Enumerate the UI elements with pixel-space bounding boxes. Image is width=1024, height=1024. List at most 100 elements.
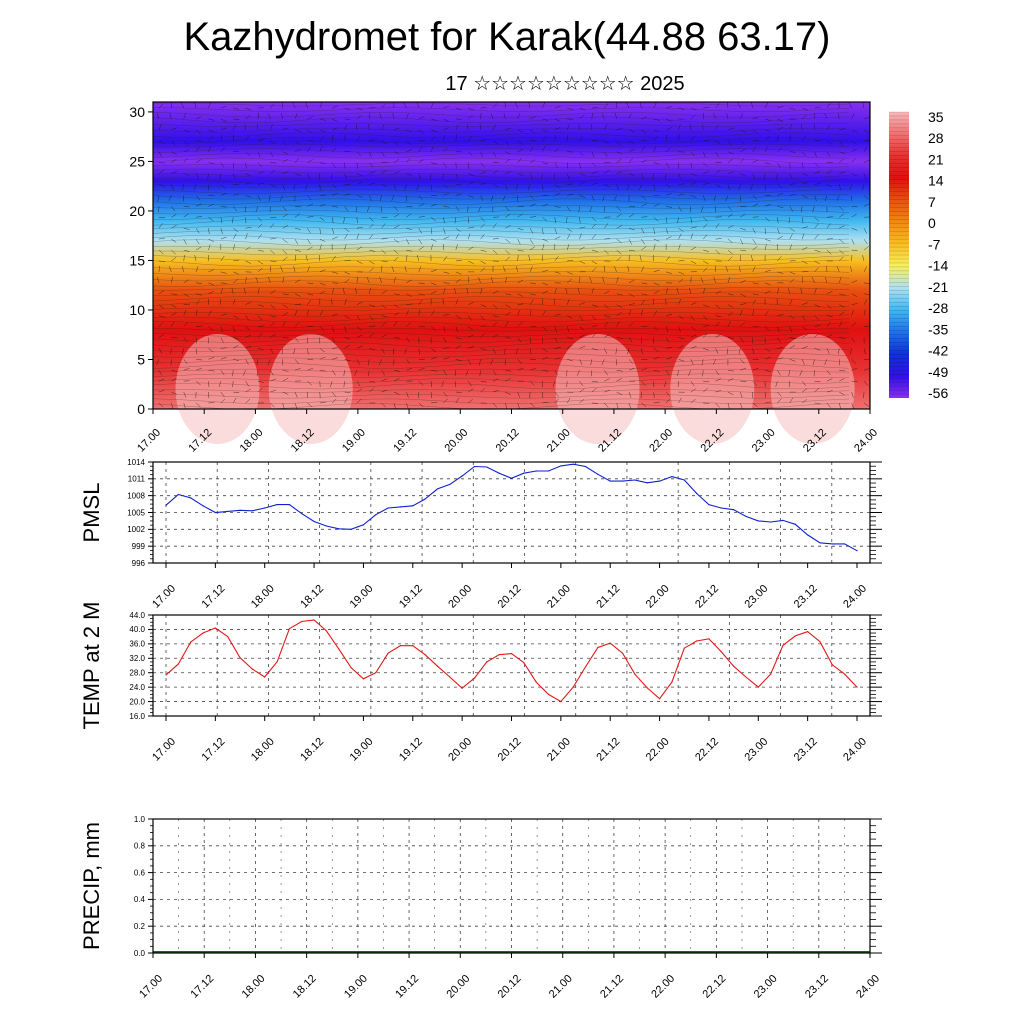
wind-barb	[492, 378, 499, 382]
x-tick-label: 18.12	[298, 736, 326, 764]
wind-barb	[678, 299, 682, 305]
wind-barb	[862, 255, 865, 262]
wind-barb	[245, 135, 250, 141]
wind-barb	[604, 249, 609, 255]
x-tick-label: 18.00	[249, 583, 277, 611]
wind-barb	[591, 107, 598, 109]
data-point	[498, 654, 500, 656]
wind-barb	[356, 115, 362, 120]
wind-barb	[529, 293, 536, 296]
wind-barb	[183, 337, 188, 343]
data-point	[819, 641, 821, 643]
wind-barb	[752, 159, 759, 163]
wind-barb	[824, 277, 828, 283]
wind-barb	[678, 244, 681, 251]
wind-barb	[591, 182, 598, 185]
wind-barb	[764, 310, 769, 316]
wind-barb	[418, 173, 422, 180]
wind-barb	[381, 304, 387, 309]
wind-barb	[332, 105, 338, 109]
wind-barb	[257, 325, 264, 327]
wind-barb	[270, 249, 275, 255]
wind-barb	[492, 370, 497, 376]
wind-barb	[690, 260, 697, 265]
wind-barb	[604, 389, 611, 393]
wind-barb	[431, 162, 438, 165]
wind-barb	[604, 348, 608, 354]
data-point	[375, 672, 377, 674]
wind-barb	[430, 326, 436, 331]
wind-barb	[293, 348, 296, 355]
contour-line	[152, 235, 850, 241]
y-tick-label: 20	[129, 203, 145, 219]
wind-barb	[665, 256, 671, 262]
wind-barb	[220, 370, 225, 376]
wind-barb	[381, 315, 388, 318]
wind-barb	[443, 398, 448, 404]
wind-barb	[566, 206, 571, 212]
contour-line	[152, 194, 850, 200]
wind-barb	[814, 387, 820, 393]
wind-barb	[738, 184, 741, 191]
contour-line	[152, 157, 850, 164]
wind-barb	[307, 246, 313, 251]
warm-region	[268, 334, 353, 444]
wind-barb	[443, 118, 450, 122]
data-point	[325, 525, 328, 527]
wind-barb	[839, 225, 845, 229]
wind-barb	[331, 287, 335, 294]
x-tick-label: 17.00	[150, 736, 178, 764]
wind-barb	[307, 348, 309, 355]
wind-barb	[863, 368, 870, 371]
wind-barb	[752, 266, 756, 272]
wind-barb	[839, 293, 846, 296]
data-point	[424, 498, 426, 500]
wind-barb	[789, 151, 796, 153]
wind-barb	[579, 217, 581, 224]
wind-barb	[220, 127, 227, 131]
x-tick-label: 22.00	[644, 736, 672, 764]
data-point	[535, 470, 537, 472]
wind-barb	[703, 234, 708, 240]
wind-barb	[566, 326, 570, 333]
wind-barb	[690, 173, 697, 176]
wind-barb	[839, 337, 846, 339]
wind-barb	[824, 113, 828, 120]
x-tick-label: 21.00	[545, 736, 573, 764]
wind-barb	[826, 169, 832, 174]
wind-barb	[243, 287, 246, 294]
wind-barb	[777, 192, 784, 196]
wind-barb	[740, 227, 747, 231]
wind-barb	[814, 325, 821, 327]
wind-barb	[666, 357, 672, 360]
wind-barb	[505, 249, 510, 255]
wind-barb	[196, 367, 202, 371]
wind-barb	[542, 102, 546, 109]
wind-barb	[208, 136, 213, 141]
wind-barb	[652, 173, 654, 180]
wind-barb	[356, 135, 361, 141]
data-point	[190, 497, 192, 499]
wind-barb	[195, 246, 202, 251]
wind-barb	[208, 291, 215, 294]
wind-barb	[158, 290, 165, 294]
wind-barb	[554, 147, 560, 152]
wind-barb	[455, 206, 460, 212]
wind-barb	[480, 182, 487, 185]
wind-barb	[468, 345, 474, 349]
y-tick-label: 24.0	[129, 683, 145, 692]
wind-barb	[505, 238, 511, 243]
wind-barb	[777, 147, 783, 152]
wind-barb	[270, 140, 276, 145]
wind-barb	[677, 370, 679, 377]
wind-barb	[689, 287, 692, 294]
wind-barb	[814, 348, 821, 351]
wind-barb	[690, 346, 697, 349]
wind-barb	[455, 107, 462, 110]
wind-barb	[802, 107, 808, 111]
wind-barb	[505, 171, 512, 174]
wind-barb	[814, 315, 819, 321]
wind-barb	[777, 337, 781, 343]
wind-barb	[443, 217, 445, 224]
wind-barb	[826, 238, 833, 240]
